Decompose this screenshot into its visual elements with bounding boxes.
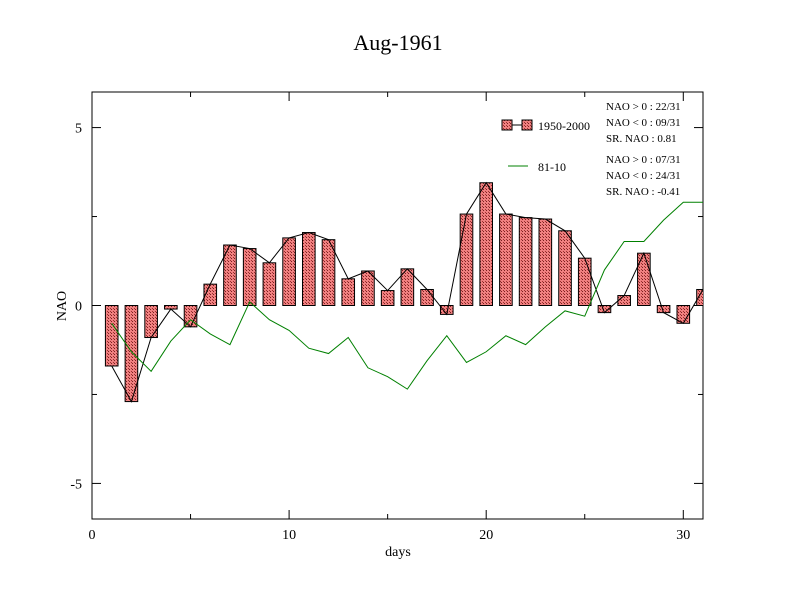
bar-1950-2000-day-22 — [518, 217, 533, 306]
y-tick-label: 5 — [75, 122, 82, 137]
bar-1950-2000-day-13 — [341, 278, 356, 306]
x-tick-label: 10 — [282, 528, 296, 543]
legend-swatch-1950-2000-left — [501, 119, 513, 131]
bar-1950-2000-day-28 — [637, 252, 651, 307]
stats-8110-line-2: NAO < 0 : 24/31 — [606, 170, 681, 182]
line-81-10 — [111, 201, 703, 390]
legend: 1950-2000 81-10 — [501, 119, 590, 174]
bar-1950-2000-day-20 — [479, 182, 494, 306]
bar-1950-2000-day-1 — [104, 305, 119, 367]
stats-block: NAO > 0 : 22/31 NAO < 0 : 09/31 SR. NAO … — [606, 101, 681, 198]
bar-1950-2000-day-17 — [420, 288, 434, 306]
stats-1950-line-3: SR. NAO : 0.81 — [606, 133, 677, 145]
bar-1950-2000-day-11 — [301, 232, 316, 306]
x-tick-label: 20 — [479, 528, 493, 543]
stats-8110-line-1: NAO > 0 : 07/31 — [606, 154, 681, 166]
bar-1950-2000-day-15 — [380, 290, 395, 306]
stats-1950-line-1: NAO > 0 : 22/31 — [606, 101, 681, 113]
x-tick-label: 0 — [89, 528, 96, 543]
bar-1950-2000-day-19 — [459, 213, 474, 306]
x-axis-label: days — [385, 545, 411, 560]
bar-1950-2000-day-24 — [558, 230, 572, 306]
bar-1950-2000-day-9 — [262, 262, 277, 306]
legend-swatch-1950-2000-right — [521, 119, 533, 131]
bar-1950-2000-day-3 — [144, 305, 158, 339]
stats-1950-line-2: NAO < 0 : 09/31 — [606, 117, 681, 129]
x-tick-label: 30 — [676, 528, 690, 543]
bar-1950-2000-day-27 — [617, 295, 631, 306]
legend-label-1950-2000: 1950-2000 — [538, 119, 590, 133]
bar-1950-2000-day-14 — [361, 270, 375, 306]
bar-1950-2000-day-25 — [577, 257, 592, 306]
bar-1950-2000-day-23 — [538, 218, 553, 306]
bar-1950-2000-day-31 — [696, 288, 703, 306]
y-tick-label: -5 — [70, 477, 82, 492]
stats-8110-line-3: SR. NAO : -0.41 — [606, 186, 680, 198]
bar-1950-2000-day-10 — [282, 237, 296, 306]
bar-1950-2000-day-8 — [242, 248, 257, 306]
line-1950-2000 — [111, 181, 703, 403]
chart-title: Aug-1961 — [353, 30, 442, 55]
legend-label-81-10: 81-10 — [538, 160, 566, 174]
bar-1950-2000-day-21 — [499, 213, 513, 306]
y-axis-label: NAO — [55, 291, 70, 321]
y-tick-label: 0 — [75, 300, 82, 315]
